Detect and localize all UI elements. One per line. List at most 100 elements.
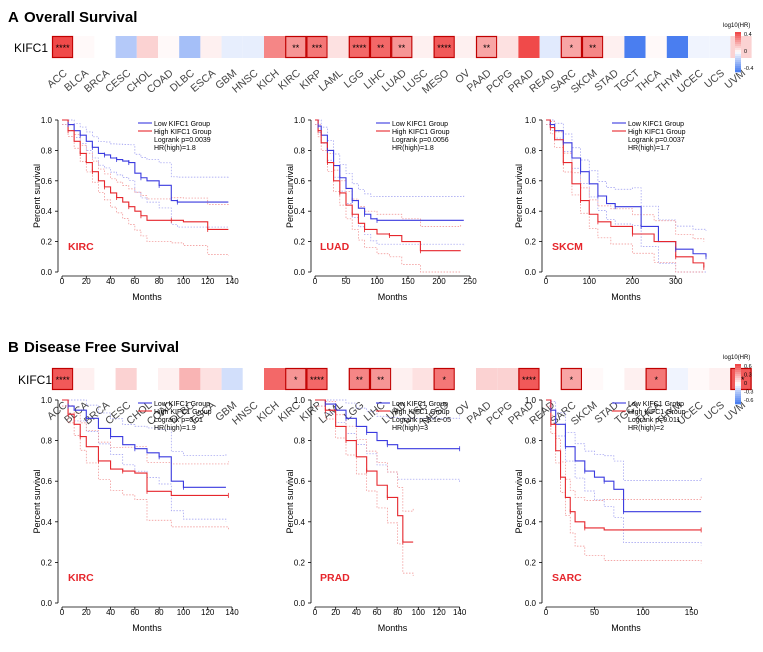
y-tick-label: 0.6 [525, 477, 537, 486]
high-ci-upper [315, 399, 414, 512]
heatmap-col-label: KICH [255, 67, 282, 92]
y-tick-label: 0.4 [294, 207, 306, 216]
panel-letter: B [8, 339, 19, 356]
y-axis-label: Percent survival [285, 164, 295, 228]
heatmap-cell [454, 36, 476, 58]
x-tick-label: 0 [313, 277, 318, 286]
heatmap-cell-box [391, 35, 413, 59]
heatmap-cell-box [560, 367, 583, 391]
heatmap-cell-box [306, 367, 328, 391]
heatmap-cell [73, 36, 95, 58]
legend-title: log10(HR) [723, 355, 750, 361]
y-tick-label: 1.0 [41, 116, 53, 125]
high-group-curve [546, 399, 702, 531]
high-group-curve [62, 119, 229, 230]
x-tick-label: 40 [106, 277, 115, 286]
x-axis-label: Months [378, 623, 408, 633]
y-tick-label: 0.2 [294, 558, 306, 567]
heatmap-cell [539, 368, 561, 390]
legend-swatch [735, 70, 741, 73]
legend-logrank: Logrank p=0.01 [154, 417, 203, 424]
x-tick-label: 300 [669, 277, 683, 286]
cancer-label: SARC [552, 572, 582, 584]
heatmap-cell [603, 36, 625, 58]
heatmap-cell [94, 36, 116, 58]
heatmap-cell [264, 36, 286, 58]
legend-swatch [735, 380, 741, 383]
heatmap-cell [242, 368, 264, 390]
heatmap-cell [624, 368, 646, 390]
heatmap-cell-box [518, 367, 540, 391]
heatmap-star: * [570, 375, 574, 385]
heatmap-cell [666, 368, 688, 390]
y-tick-label: 0.8 [294, 146, 306, 155]
x-tick-label: 120 [432, 608, 446, 617]
heatmap-cell [412, 36, 434, 58]
heatmap-star: * [294, 375, 298, 385]
low-ci-upper [62, 399, 227, 456]
legend-swatch [735, 58, 741, 61]
km-plot-kirc: 0.0 0.2 0.4 0.6 0.8 1.0 0 20 40 60 80 100 120 140 Mont… [32, 396, 239, 633]
y-tick-label: 0.2 [41, 238, 53, 247]
heatmap-cell [688, 368, 710, 390]
high-group-curve [546, 119, 705, 268]
x-tick-label: 0 [60, 608, 65, 617]
x-tick-label: 100 [370, 277, 384, 286]
x-tick-label: 140 [453, 608, 467, 617]
heatmap-star: * [570, 43, 574, 53]
heatmap-cell-box [51, 35, 74, 59]
legend-hr: HR(high)=1.8 [392, 145, 434, 152]
heatmap-cell-box [348, 367, 371, 391]
y-tick-label: 0.0 [525, 268, 537, 277]
heatmap-star: ** [356, 375, 364, 385]
legend-swatch [735, 376, 741, 379]
legend-swatch [735, 392, 741, 395]
heatmap-cell-box [348, 35, 371, 59]
heatmap-star: * [654, 375, 658, 385]
legend-low-label: Low KIFC1 Group [628, 121, 684, 128]
y-tick-label: 0.8 [525, 146, 537, 155]
legend-high-label: High KIFC1 Group [154, 409, 212, 416]
y-tick-label: 0.6 [294, 477, 306, 486]
panel-title: Overall Survival [24, 9, 137, 26]
heatmap-star: ** [737, 375, 745, 385]
heatmap-col-label: KIRC [276, 67, 303, 93]
legend-hr: HR(high)=1.7 [628, 145, 670, 152]
heatmap-cell [221, 36, 243, 58]
heatmap-cell [582, 368, 604, 390]
x-tick-label: 40 [106, 608, 115, 617]
heatmap-cell-box [433, 367, 455, 391]
legend-logrank: Logrank p=0.0056 [392, 137, 449, 144]
x-tick-label: 80 [155, 277, 164, 286]
heatmap-cell-box [560, 35, 583, 59]
x-axis-label: Months [611, 292, 641, 302]
heatmap-star: ** [483, 43, 491, 53]
heatmap-star: ** [398, 43, 406, 53]
legend-swatch [735, 40, 741, 43]
heatmap-cell [603, 368, 625, 390]
x-tick-label: 150 [685, 608, 699, 617]
legend-swatch [735, 64, 741, 67]
heatmap-col-label: KICH [255, 399, 282, 424]
y-tick-label: 0.6 [41, 477, 53, 486]
heatmap-cell [476, 368, 498, 390]
low-group-curve [315, 399, 460, 450]
heatmap-cell [433, 36, 455, 58]
legend-swatch [735, 364, 741, 367]
heatmap-cell [327, 368, 349, 390]
heatmap-row-label: KIFC1 [14, 41, 48, 55]
low-ci-upper [315, 399, 461, 419]
legend-hr: HR(high)=1.9 [154, 425, 196, 432]
x-tick-label: 200 [626, 277, 640, 286]
heatmap-cell [412, 368, 434, 390]
heatmap-cell [200, 368, 222, 390]
legend-swatch [735, 32, 741, 35]
legend-high-label: High KIFC1 Group [154, 129, 212, 136]
y-tick-label: 0.0 [41, 599, 53, 608]
heatmap-star: **** [310, 375, 325, 385]
heatmap-cell [709, 36, 731, 58]
high-ci-lower [62, 405, 229, 530]
x-tick-label: 0 [544, 277, 549, 286]
legend-swatch [735, 42, 741, 45]
y-axis-label: Percent survival [285, 469, 295, 533]
